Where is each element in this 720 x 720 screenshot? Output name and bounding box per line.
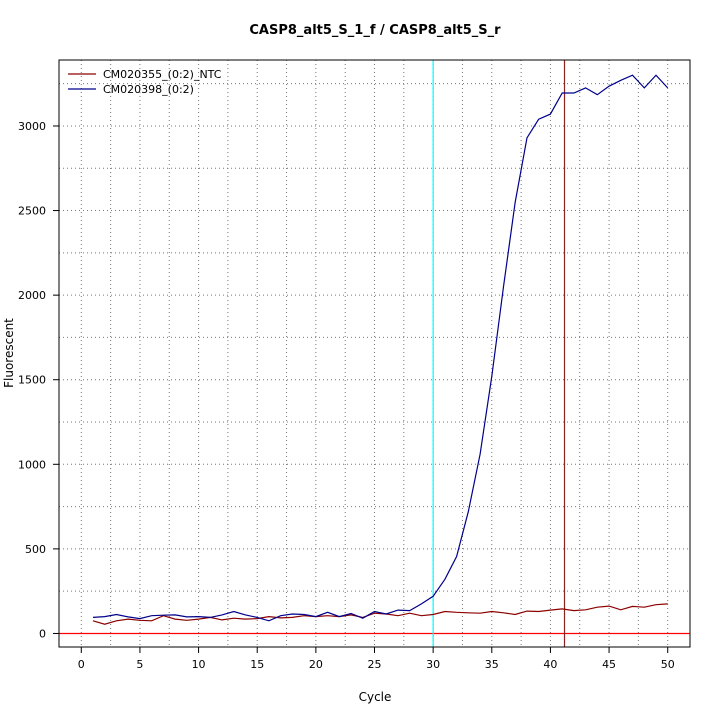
y-tick-label: 3000 (18, 120, 46, 133)
legend-label-1: CM020355_(0:2)_NTC (103, 68, 222, 81)
x-tick-label: 10 (192, 658, 206, 671)
series-lines (92, 74, 669, 625)
y-axis: 0 500 1000 1500 2000 2500 3000 (18, 120, 59, 640)
x-tick-label: 50 (661, 658, 675, 671)
x-tick-label: 40 (543, 658, 557, 671)
x-tick-label: 45 (602, 658, 616, 671)
x-tick-label: 15 (250, 658, 264, 671)
x-tick-label: 25 (368, 658, 382, 671)
series-line-2 (92, 74, 669, 622)
x-tick-label: 30 (426, 658, 440, 671)
x-axis: 0 5 10 15 20 25 30 35 40 45 50 (78, 646, 675, 671)
x-tick-label: 5 (136, 658, 143, 671)
legend-label-2: CM020398_(0:2) (103, 83, 194, 96)
y-tick-label: 2500 (18, 205, 46, 218)
series-line-1 (92, 603, 668, 625)
x-tick-label: 0 (78, 658, 85, 671)
x-tick-label: 20 (309, 658, 323, 671)
y-tick-label: 1000 (18, 458, 46, 471)
y-tick-label: 0 (39, 627, 46, 640)
x-axis-label: Cycle (359, 690, 392, 704)
y-tick-label: 2000 (18, 289, 46, 302)
y-tick-label: 500 (25, 543, 46, 556)
reference-lines (59, 60, 690, 647)
legend: CM020355_(0:2)_NTC CM020398_(0:2) (68, 68, 222, 96)
y-axis-label: Fluorescent (2, 318, 16, 388)
chart-title: CASP8_alt5_S_1_f / CASP8_alt5_S_r (249, 23, 501, 38)
y-tick-label: 1500 (18, 374, 46, 387)
x-tick-label: 35 (485, 658, 499, 671)
